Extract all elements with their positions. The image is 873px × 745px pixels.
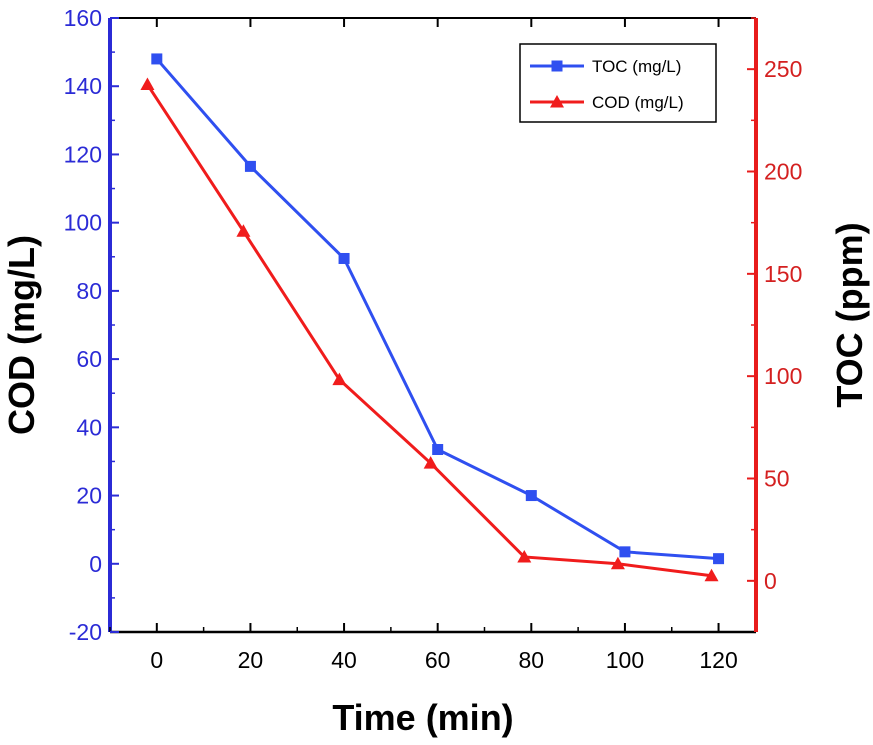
x-tick-label: 20 <box>238 647 264 673</box>
right-y-tick-label: 50 <box>764 466 790 492</box>
left-y-tick-label: 100 <box>64 210 102 236</box>
legend-label: TOC (mg/L) <box>592 57 681 76</box>
left-y-tick-label: 140 <box>64 73 102 99</box>
data-point-square <box>151 53 163 65</box>
data-point-triangle <box>517 549 532 563</box>
left-y-tick-label: 160 <box>64 5 102 31</box>
chart-axes: 0 20 40 60 80 100 120 -20 0 20 40 60 80 100 120 140 160 0… <box>1 5 870 738</box>
left-y-tick-label: 20 <box>76 483 102 509</box>
x-tick-label: 40 <box>331 647 357 673</box>
series-line <box>155 57 719 561</box>
right-y-tick-label: 100 <box>764 363 802 389</box>
left-y-axis-title: COD (mg/L) <box>1 235 42 435</box>
right-y-tick-label: 200 <box>764 159 802 185</box>
left-y-tick-label: -20 <box>69 619 102 645</box>
right-y-tick-label: 150 <box>764 261 802 287</box>
x-tick-label: 60 <box>425 647 451 673</box>
x-tick-label: 120 <box>699 647 737 673</box>
data-point-square <box>338 252 350 264</box>
left-y-tick-label: 120 <box>64 141 102 167</box>
legend-box <box>519 43 717 123</box>
data-point-square <box>244 160 256 172</box>
data-point-square <box>432 444 444 456</box>
legend-label: COD (mg/L) <box>592 93 684 112</box>
data-point-triangle <box>550 95 564 108</box>
right-y-axis-title: TOC (ppm) <box>829 222 870 407</box>
series-line <box>146 83 712 578</box>
series-blue <box>151 53 725 565</box>
right-y-tick-label: 250 <box>764 56 802 82</box>
data-point-square <box>525 490 537 502</box>
x-tick-label: 100 <box>606 647 644 673</box>
x-axis-title: Time (min) <box>332 697 513 738</box>
data-point-triangle <box>423 456 438 469</box>
left-y-tick-label: 40 <box>76 414 102 440</box>
left-y-tick-label: 80 <box>76 278 102 304</box>
series-red <box>140 77 719 582</box>
data-point-square <box>551 60 563 72</box>
data-point-triangle <box>236 224 251 237</box>
x-tick-label: 0 <box>150 647 163 673</box>
left-y-tick-label: 0 <box>89 551 102 577</box>
left-y-tick-label: 60 <box>76 346 102 372</box>
data-point-triangle <box>610 556 625 570</box>
data-point-triangle <box>332 372 347 386</box>
x-tick-label: 80 <box>519 647 545 673</box>
chart-plot-area <box>140 53 725 582</box>
data-point-square <box>713 553 725 565</box>
data-point-triangle <box>704 568 719 582</box>
data-point-triangle <box>140 77 155 91</box>
chart-legend: TOC (mg/L) COD (mg/L) <box>519 43 717 123</box>
data-point-square <box>619 546 631 558</box>
right-y-tick-label: 0 <box>764 568 777 594</box>
